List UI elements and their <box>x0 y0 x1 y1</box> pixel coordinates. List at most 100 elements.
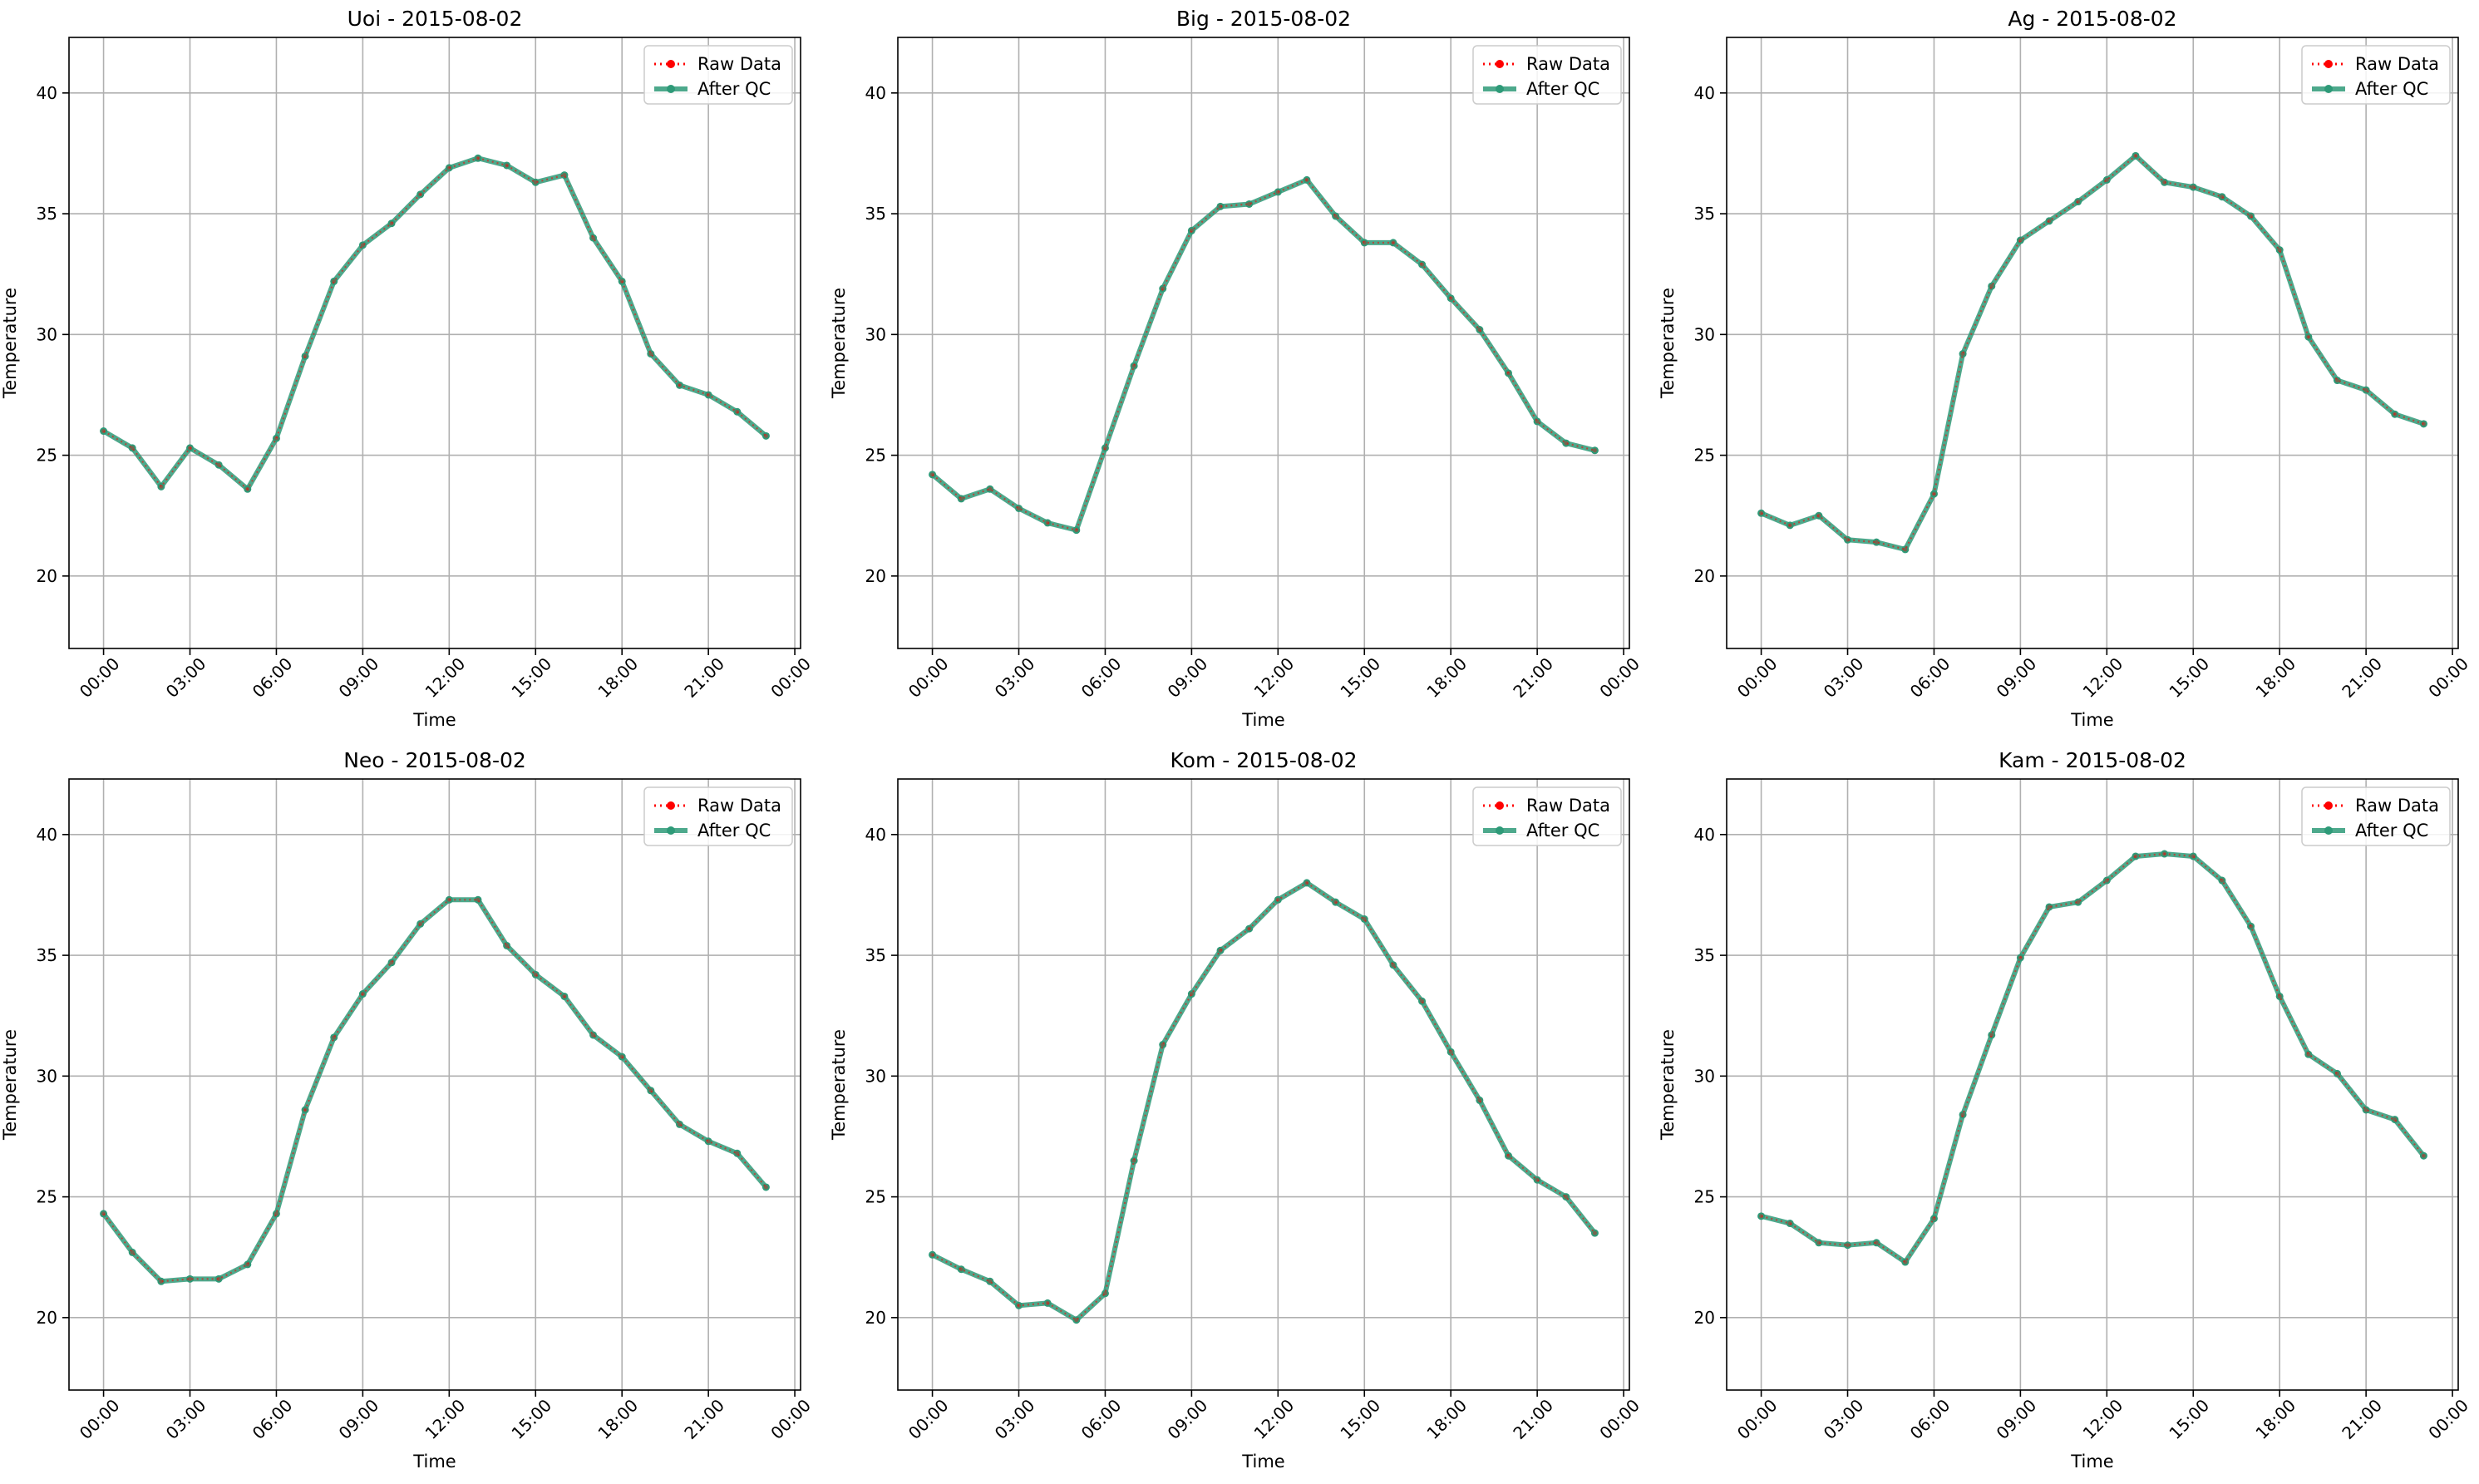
raw-data-point <box>1448 296 1453 301</box>
panel-title: Ag - 2015-08-02 <box>2008 7 2176 31</box>
raw-data-point <box>1564 1195 1569 1200</box>
y-axis-label: Temperature <box>829 288 849 399</box>
after-qc-point <box>2189 852 2197 860</box>
raw-data-point <box>591 1033 596 1038</box>
after-qc-point <box>1815 1239 1823 1247</box>
raw-data-point <box>959 496 964 501</box>
raw-data-point <box>1218 204 1223 209</box>
after-qc-point <box>1815 511 1823 520</box>
x-tick-label: 15:00 <box>507 653 555 702</box>
x-tick-label: 21:00 <box>2338 1395 2386 1443</box>
y-axis: 20 25 30 35 40 <box>37 825 801 1328</box>
after-qc-point <box>1216 946 1225 954</box>
raw-data-point <box>1275 897 1280 902</box>
x-tick-label: 03:00 <box>991 1395 1039 1443</box>
after-qc-point <box>1418 997 1427 1005</box>
plot-frame <box>897 778 1630 1391</box>
y-tick-label: 25 <box>865 1187 886 1207</box>
raw-data-point <box>1102 446 1107 451</box>
after-qc-point <box>1590 446 1599 455</box>
legend: Raw Data After QC <box>2301 45 2451 105</box>
after-qc-point <box>1130 362 1138 370</box>
raw-data-point <box>2363 1107 2368 1112</box>
after-qc-point <box>330 1033 338 1042</box>
legend-raw-data-label: Raw Data <box>697 54 781 74</box>
after-qc-point <box>2132 852 2140 860</box>
panel-title: Neo - 2015-08-02 <box>343 748 526 772</box>
after-qc-point <box>244 1260 252 1269</box>
after-qc-point <box>2161 178 2169 186</box>
raw-data-point <box>2393 1117 2398 1122</box>
y-tick-label: 25 <box>1694 1187 1715 1207</box>
raw-data-point <box>2220 878 2225 883</box>
y-axis: 20 25 30 35 40 <box>865 825 1629 1328</box>
legend-after-qc-label: After QC <box>2355 79 2428 99</box>
raw-data-point <box>2133 153 2138 158</box>
panel-title: Kom - 2015-08-02 <box>1171 748 1358 772</box>
raw-data-point <box>1074 1318 1079 1323</box>
raw-data-point <box>159 1279 164 1284</box>
x-tick-label: 09:00 <box>335 1395 383 1443</box>
y-axis: 20 25 30 35 40 <box>1694 83 2458 586</box>
y-tick-label: 30 <box>865 324 886 344</box>
raw-data-point <box>2076 900 2081 905</box>
raw-data-point <box>1161 286 1166 291</box>
x-tick-label: 03:00 <box>991 653 1039 702</box>
x-axis: 00:00 03:00 06:00 09:00 12:00 15:00 18:00 21:00… <box>76 37 815 702</box>
raw-data-point <box>1102 1291 1107 1296</box>
raw-data-point <box>2047 905 2052 910</box>
raw-data-point <box>130 446 135 451</box>
after-qc-point <box>1216 202 1225 210</box>
x-tick-label: 06:00 <box>1077 653 1126 702</box>
x-tick-label: 12:00 <box>2079 1395 2127 1443</box>
after-qc-point <box>1533 1176 1541 1184</box>
raw-data-point <box>476 897 481 902</box>
series-line-after-qc <box>930 177 1596 533</box>
raw-data-point <box>2220 195 2225 200</box>
raw-data-point <box>1362 240 1367 245</box>
x-tick-label: 00:00 <box>1595 1395 1644 1443</box>
x-tick-label: 12:00 <box>2079 653 2127 702</box>
raw-data-point <box>1846 1243 1851 1248</box>
series-line-raw-data <box>1761 154 2424 551</box>
after-qc-point <box>1590 1229 1599 1237</box>
after-qc-point <box>1101 444 1109 452</box>
raw-data-point <box>2393 412 2398 417</box>
after-qc-point <box>157 482 165 491</box>
raw-data-point <box>2306 1052 2311 1057</box>
legend-raw-data-label: Raw Data <box>1526 54 1610 74</box>
x-tick-label: 15:00 <box>1336 1395 1384 1443</box>
raw-data-point <box>2162 851 2167 856</box>
panel-2: 00:00 03:00 06:00 09:00 12:00 15:00 18:00 21:00… <box>829 7 1644 730</box>
raw-data-point <box>274 1211 278 1216</box>
raw-data-point <box>619 1054 624 1059</box>
x-axis: 00:00 03:00 06:00 09:00 12:00 15:00 18:00 21:00… <box>1733 37 2472 702</box>
raw-data-point <box>101 1211 106 1216</box>
legend: Raw Data After QC <box>1472 45 1622 105</box>
legend-raw-data-label: Raw Data <box>2355 796 2439 816</box>
x-tick-label: 12:00 <box>421 1395 470 1443</box>
y-tick-label: 20 <box>37 566 57 586</box>
raw-data-point <box>2334 378 2339 383</box>
y-tick-label: 20 <box>865 566 886 586</box>
x-axis: 00:00 03:00 06:00 09:00 12:00 15:00 18:00 21:00… <box>904 779 1644 1443</box>
raw-data-point <box>533 972 538 977</box>
raw-data-point <box>2047 219 2052 224</box>
x-tick-label: 06:00 <box>1077 1395 1126 1443</box>
raw-data-point <box>303 353 308 358</box>
raw-data-point <box>930 1252 935 1257</box>
x-tick-label: 12:00 <box>1250 1395 1299 1443</box>
raw-data-point <box>1564 441 1569 446</box>
legend-raw-data-marker <box>1496 801 1504 810</box>
raw-data-point <box>418 192 423 197</box>
after-qc-point <box>2218 193 2226 201</box>
raw-data-point <box>1275 190 1280 195</box>
legend-raw-data-label: Raw Data <box>2355 54 2439 74</box>
legend-after-qc-label: After QC <box>697 821 771 841</box>
y-tick-label: 40 <box>37 825 57 845</box>
series-line-after-qc <box>931 880 1597 1323</box>
series-line-after-qc <box>1760 153 2425 552</box>
raw-data-point <box>1189 228 1194 233</box>
y-tick-label: 25 <box>865 446 886 466</box>
